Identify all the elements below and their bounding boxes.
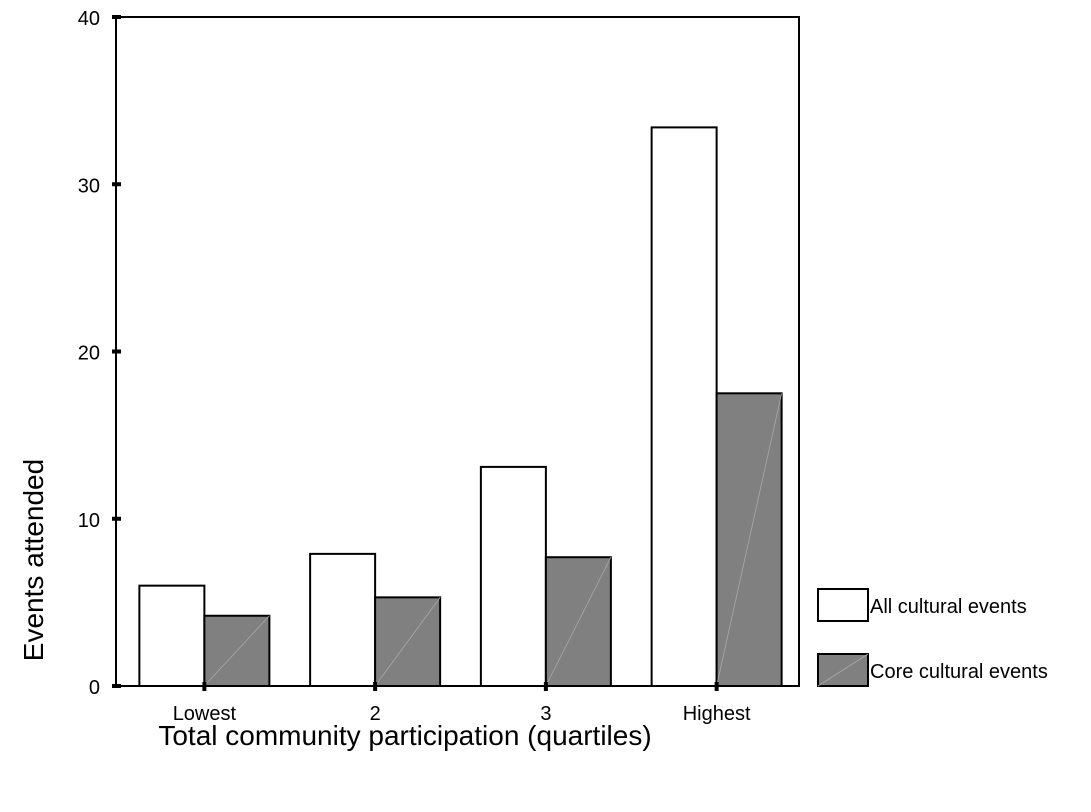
bar-pattern-line xyxy=(204,615,270,687)
y-tick-label: 30 xyxy=(78,175,100,197)
bar-pattern-line xyxy=(545,557,612,687)
bar-pattern-line xyxy=(374,597,441,687)
bar-pattern-line xyxy=(716,393,783,687)
bars-layer xyxy=(138,126,783,688)
y-tick-label: 20 xyxy=(78,343,100,365)
y-tick-label: 0 xyxy=(89,677,100,699)
y-axis-title: Events attended xyxy=(18,459,49,661)
legend-pattern-line xyxy=(817,653,869,687)
x-tick-label: 3 xyxy=(540,703,551,725)
y-axis: 0 10 20 30 40 xyxy=(78,8,121,699)
legend-swatch-all xyxy=(817,588,869,622)
bar-all-lowest xyxy=(138,584,206,688)
x-tick-label: Lowest xyxy=(173,703,237,725)
x-tick-label: Highest xyxy=(683,703,751,725)
y-tick-label: 40 xyxy=(78,8,100,30)
legend: All cultural events Core cultural events xyxy=(817,588,1048,687)
legend-label-core: Core cultural events xyxy=(870,661,1048,683)
x-axis-title: Total community participation (quartiles… xyxy=(158,720,651,751)
bar-all-2 xyxy=(309,552,377,687)
y-tick-label: 10 xyxy=(78,510,100,532)
x-axis: Lowest 2 3 Highest xyxy=(173,682,751,725)
bar-all-highest xyxy=(650,126,718,687)
x-tick-label: 2 xyxy=(370,703,381,725)
legend-label-all: All cultural events xyxy=(870,596,1027,618)
bar-all-3 xyxy=(479,465,547,687)
